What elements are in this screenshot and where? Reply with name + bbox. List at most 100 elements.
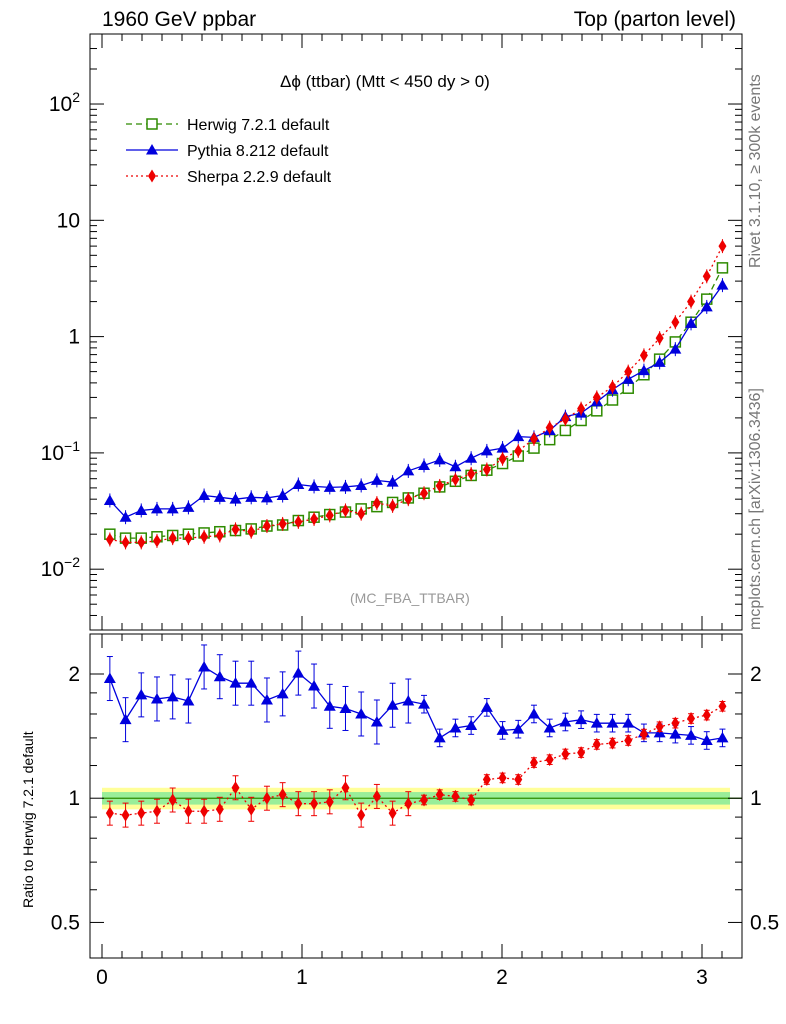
main-series-point (150, 502, 163, 514)
ratio-panel-series (103, 644, 729, 828)
ratio-series-point (655, 720, 664, 734)
ratio-y-tick-label: 2 (68, 663, 80, 686)
main-series-point (637, 364, 650, 376)
ratio-y-tick-label: 0.5 (51, 911, 80, 934)
ratio-series-point (308, 680, 321, 691)
main-series-point (231, 522, 240, 536)
main-series-point (512, 430, 525, 442)
x-tick-label: 3 (696, 966, 708, 989)
main-series-point (310, 512, 319, 526)
ratio-series-point (341, 781, 350, 795)
main-y-tick-label-base: 10 (41, 558, 64, 581)
main-series-point (402, 464, 415, 476)
ratio-series-point (213, 670, 226, 682)
ratio-series-point (577, 746, 586, 760)
ratio-series-point (433, 731, 446, 743)
ratio-series-point (198, 660, 211, 672)
main-series-point (372, 496, 381, 510)
main-y-tick-label-base: 10 (57, 209, 80, 232)
ratio-series-point (278, 788, 287, 802)
ratio-series-point (449, 721, 462, 733)
main-series-point (467, 467, 476, 481)
main-series-point (386, 476, 399, 487)
main-series-point (323, 481, 336, 492)
ratio-series-point (498, 771, 507, 785)
ratio-series-point (575, 713, 588, 725)
ratio-series-point (608, 736, 617, 750)
main-series-point (433, 453, 446, 465)
main-series-point (245, 491, 258, 502)
main-series-point (577, 402, 586, 416)
ratio-series-point (420, 793, 429, 807)
main-series-point (357, 507, 366, 521)
main-series-point (260, 491, 273, 503)
ratio-series-point (561, 747, 570, 761)
ratio-series-point (716, 731, 729, 743)
ratio-series-point (105, 806, 114, 820)
ratio-series-point (592, 737, 601, 751)
ratio-series-point (671, 716, 680, 730)
main-series-point (121, 535, 130, 549)
main-plot-frame (89, 33, 743, 631)
ratio-series-point (545, 753, 554, 767)
main-series-point (215, 528, 224, 542)
main-series-point (168, 531, 177, 545)
main-series-point (355, 479, 368, 490)
ratio-series-point (700, 734, 713, 745)
main-series-point (166, 502, 179, 514)
ratio-series-point (465, 719, 478, 731)
main-series-point (496, 442, 509, 453)
ratio-series-point (559, 715, 572, 727)
legend-label-0: Herwig 7.2.1 default (187, 117, 330, 134)
ratio-series-point (119, 713, 132, 725)
main-y-tick-label-base: 1 (68, 326, 80, 349)
main-series-point (480, 444, 493, 456)
ratio-series-point (435, 788, 444, 802)
main-series-point (498, 452, 507, 466)
main-series-point (669, 343, 682, 354)
main-series-point (624, 365, 633, 379)
ratio-series-point (467, 793, 476, 807)
ratio-series-point (247, 802, 256, 816)
ratio-series-point (687, 712, 696, 726)
ratio-series-point (480, 701, 493, 712)
main-series-point (103, 494, 116, 505)
main-series-point (213, 491, 226, 502)
main-series-point (276, 489, 289, 501)
legend: Herwig 7.2.1 default Pythia 8.212 default… (126, 117, 332, 186)
main-series-point (545, 421, 554, 435)
ratio-series-point (702, 708, 711, 722)
legend-label-2: Sherpa 2.2.9 default (187, 169, 332, 186)
main-series-point (370, 474, 383, 485)
analysis-watermark: (MC_FBA_TTBAR) (350, 590, 470, 606)
main-series-point (418, 459, 431, 470)
ratio-series-point (325, 795, 334, 809)
main-series-point (514, 444, 523, 458)
main-plot-title: Δϕ (ttbar) (Mtt < 450 dy > 0) (280, 72, 490, 91)
ratio-series-point (182, 695, 195, 706)
main-series-point (294, 515, 303, 529)
main-series-point (687, 295, 696, 309)
ratio-series-point (292, 667, 305, 678)
main-series-point (718, 239, 727, 253)
header-right-label: Top (parton level) (573, 8, 736, 31)
main-series-point (592, 390, 601, 404)
ratio-series-point (184, 804, 193, 818)
ratio-series-line-0 (109, 666, 723, 742)
ratio-series-point (294, 797, 303, 811)
main-series-point (135, 504, 148, 515)
main-y-tick-label-exponent: −2 (64, 554, 80, 570)
main-series-point (182, 501, 195, 512)
legend-marker-2 (148, 169, 156, 183)
main-series-point (105, 533, 114, 547)
ratio-series-point (372, 789, 381, 803)
main-y-tick-label: 10−2 (41, 554, 81, 581)
ratio-series-point (590, 717, 603, 728)
ratio-series-point (451, 789, 460, 803)
main-series-point (529, 432, 538, 446)
ratio-series-point (357, 808, 366, 822)
x-tick-label: 0 (96, 966, 108, 989)
main-series-point (702, 269, 711, 283)
ratio-series-point (231, 781, 240, 795)
ratio-series-point (543, 721, 556, 733)
